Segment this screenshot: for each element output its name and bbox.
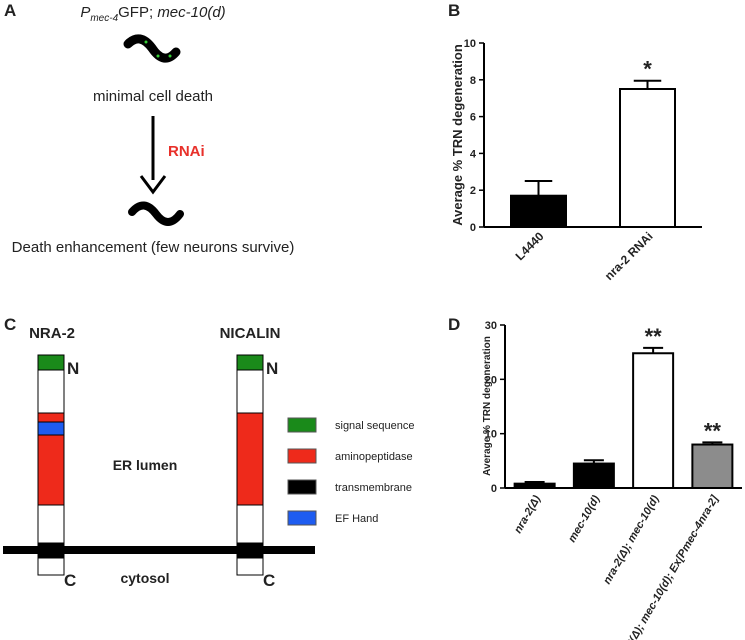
error-bar (702, 441, 723, 445)
neuron (144, 40, 148, 44)
x-tick-label: nra-2(Δ) (512, 493, 543, 535)
legend-label: signal sequence (335, 420, 415, 432)
bar (619, 88, 676, 228)
terminus: N (67, 359, 79, 378)
y-tick-label: 0 (470, 222, 476, 234)
y-tick-label: 2 (470, 185, 476, 197)
legend-label: aminopeptidase (335, 451, 413, 463)
significance: * (643, 57, 652, 82)
bar (632, 352, 675, 489)
x-tick-label: mec-10(d) (566, 493, 603, 544)
error-bar (524, 481, 545, 484)
lumen-label: ER lumen (113, 457, 178, 473)
legend-label: EF Hand (335, 513, 378, 525)
genotype-part: P (80, 4, 90, 21)
error-bar (643, 346, 664, 354)
legend-swatch (287, 479, 317, 495)
y-tick-label: 10 (464, 38, 476, 50)
aminopeptidase-domain (37, 434, 65, 506)
legend-swatch (287, 448, 317, 464)
protein-name: NRA-2 (29, 325, 75, 342)
legend-swatch (287, 510, 317, 526)
genotype-part: mec-10(d) (157, 4, 225, 21)
arrow-head (139, 175, 167, 195)
y-tick-label: 0 (491, 483, 497, 495)
terminus: N (266, 359, 278, 378)
bottom-label: Death enhancement (few neurons survive) (12, 239, 295, 256)
x-tick-label: nra-2(Δ); mec-10(d); Ex[Pmec-4nra-2] (614, 493, 721, 640)
terminus: C (64, 571, 76, 590)
protein-nra2 (37, 354, 65, 576)
panel-label: C (4, 315, 16, 334)
y-tick-label: 30 (485, 320, 497, 332)
panel-label: B (448, 1, 460, 20)
protein-nicalin (236, 354, 264, 576)
significance: ** (645, 324, 663, 349)
neuron (156, 54, 160, 58)
error-bar (524, 180, 553, 196)
y-tick-label: 20 (485, 374, 497, 386)
x-tick-label: nra-2 RNAi (602, 229, 656, 283)
protein-name: NICALIN (220, 325, 281, 342)
signal-domain (236, 354, 264, 371)
worm (123, 34, 181, 63)
y-tick-label: 6 (470, 112, 476, 124)
worm (128, 201, 184, 226)
panel-label: D (448, 315, 460, 334)
efhand-domain (37, 421, 65, 436)
signal-domain (37, 354, 65, 371)
bar (691, 443, 734, 489)
legend-swatch (287, 417, 317, 433)
cytosol-label: cytosol (120, 570, 169, 586)
arrow-label: RNAi (168, 143, 205, 160)
y-tick-label: 4 (470, 148, 477, 160)
x-tick-label: L4440 (513, 229, 547, 263)
aminopeptidase-domain (236, 412, 264, 506)
x-tick-label: nra-2(Δ); mec-10(d) (601, 493, 662, 586)
top-label: minimal cell death (93, 88, 213, 105)
y-tick-label: 10 (485, 429, 497, 441)
bar (513, 482, 556, 489)
y-axis-label: Average % TRN degeneration (450, 44, 465, 226)
legend-label: transmembrane (335, 482, 412, 494)
aminopeptidase-domain (37, 412, 65, 423)
terminus: C (263, 571, 275, 590)
genotype-part: mec-4 (90, 13, 118, 24)
bar (572, 462, 615, 489)
genotype: Pmec-4GFP; mec-10(d) (80, 4, 225, 24)
significance: ** (704, 418, 722, 443)
panel-label: A (4, 1, 16, 20)
bar (510, 194, 567, 229)
genotype-part: GFP; (118, 4, 157, 21)
neuron (168, 54, 172, 58)
error-bar (633, 79, 662, 89)
y-axis-label: Average % TRN degeneration (482, 336, 493, 476)
legend: signal sequence aminopeptidase transmembra… (287, 417, 415, 526)
error-bar (583, 459, 604, 464)
y-tick-label: 8 (470, 75, 476, 87)
